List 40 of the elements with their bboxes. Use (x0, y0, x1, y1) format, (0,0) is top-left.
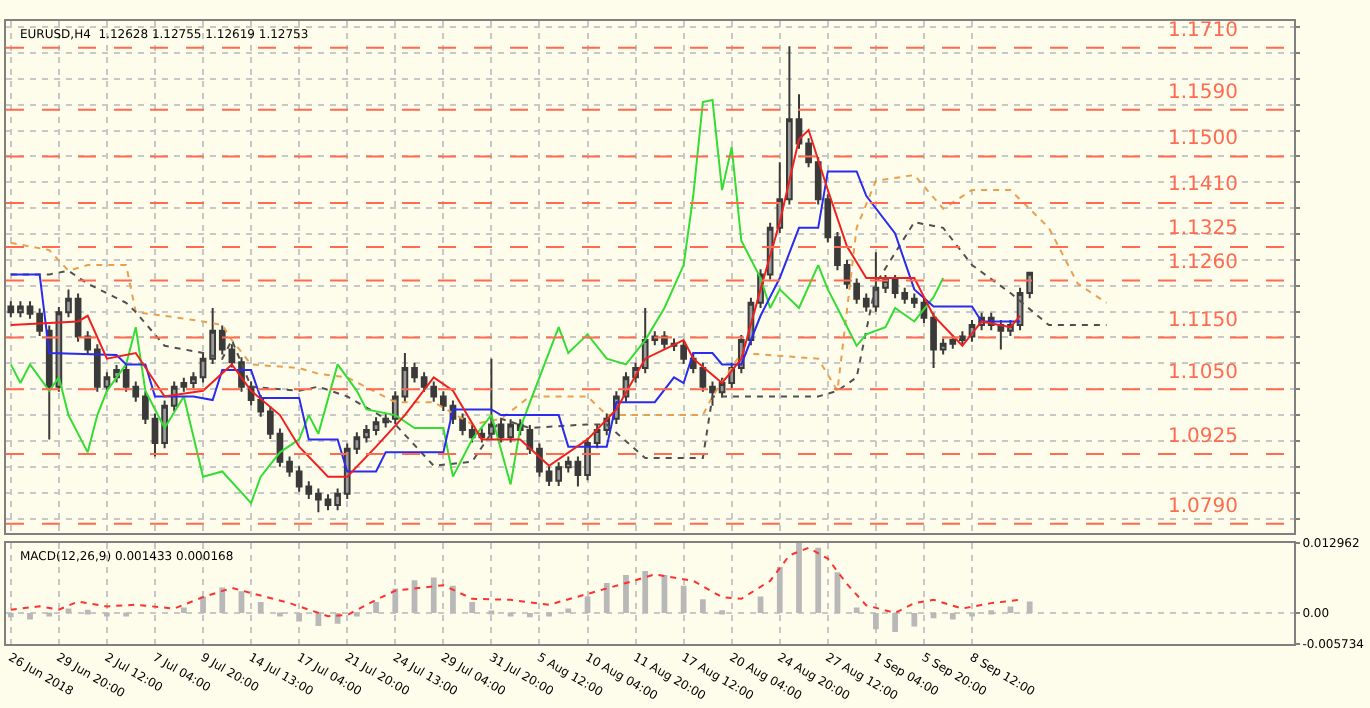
ref-line-label: 1.1150 (1168, 310, 1238, 332)
bar (27, 612, 33, 620)
bar (699, 599, 706, 613)
bar (526, 612, 533, 618)
bar (1007, 606, 1014, 613)
bar (603, 583, 610, 613)
bar (469, 602, 476, 613)
line-series (9, 546, 1022, 618)
bar (642, 571, 649, 613)
bar (392, 588, 399, 613)
bar (873, 612, 879, 630)
ref-line-label: 1.1410 (1168, 174, 1238, 196)
bar (7, 612, 14, 618)
bar (296, 612, 303, 622)
bar (200, 596, 206, 613)
bar (1026, 601, 1033, 613)
bar (373, 602, 379, 613)
bar (219, 587, 226, 613)
bar (949, 612, 956, 620)
bar (815, 547, 822, 613)
bar (450, 585, 456, 613)
bar (680, 585, 687, 613)
bar (257, 602, 264, 613)
bar (180, 607, 187, 613)
bar (430, 577, 437, 613)
bar (853, 607, 860, 613)
ref-line-label: 1.1710 (1168, 20, 1238, 42)
bar (892, 612, 898, 632)
ref-line-label: 1.0790 (1168, 496, 1238, 518)
bar (776, 566, 783, 613)
ref-line-label: 1.1050 (1168, 362, 1238, 384)
ref-line-label: 1.1500 (1168, 128, 1238, 150)
ref-line-label: 1.1325 (1168, 218, 1238, 240)
bar (796, 542, 802, 613)
ref-line-label: 1.1590 (1168, 82, 1238, 104)
ref-line-label: 1.0925 (1168, 426, 1238, 448)
ref-line-label: 1.1260 (1168, 252, 1238, 274)
bar (623, 574, 629, 613)
bar (84, 609, 91, 615)
bar (911, 612, 918, 627)
